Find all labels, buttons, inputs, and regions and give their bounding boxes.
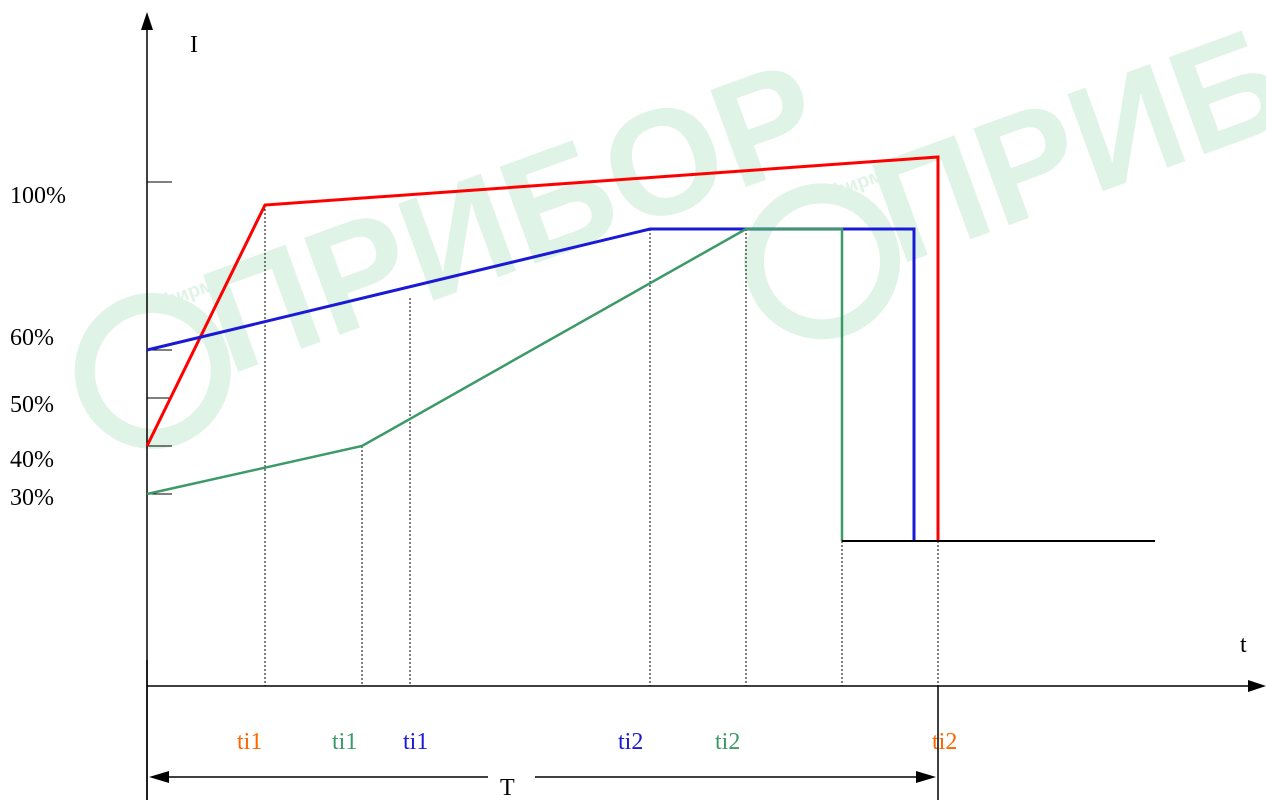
curve-green bbox=[146, 227, 844, 541]
x-axis-arrow bbox=[1248, 680, 1266, 692]
y-tick-label-60: 60% bbox=[10, 325, 54, 351]
y-axis-arrow bbox=[141, 12, 153, 30]
y-tick-label-40: 40% bbox=[10, 447, 54, 473]
curve-red bbox=[145, 155, 940, 541]
time-label-red-ti2: ti2 bbox=[932, 729, 957, 755]
period-arrow-right bbox=[916, 771, 936, 783]
time-label-blue-ti2: ti2 bbox=[618, 729, 643, 755]
watermark-text-left: ПРИБОР bbox=[182, 28, 841, 405]
y-tick-label-30: 30% bbox=[10, 485, 54, 511]
time-label-green-ti1: ti1 bbox=[332, 729, 357, 755]
period-arrow-left bbox=[149, 771, 169, 783]
y-tick-label-50: 50% bbox=[10, 392, 54, 418]
time-label-blue-ti1: ti1 bbox=[403, 729, 428, 755]
watermark-logo-left bbox=[74, 292, 231, 449]
y-axis-label: I bbox=[190, 32, 198, 58]
guide-lines bbox=[264, 205, 939, 686]
y-tick-label-100: 100% bbox=[10, 183, 66, 209]
time-label-red-ti1: ti1 bbox=[237, 729, 262, 755]
period-label: T bbox=[500, 775, 515, 800]
watermark-logo-right bbox=[743, 183, 900, 340]
x-axis-label: t bbox=[1240, 632, 1247, 658]
time-label-green-ti2: ti2 bbox=[715, 729, 740, 755]
